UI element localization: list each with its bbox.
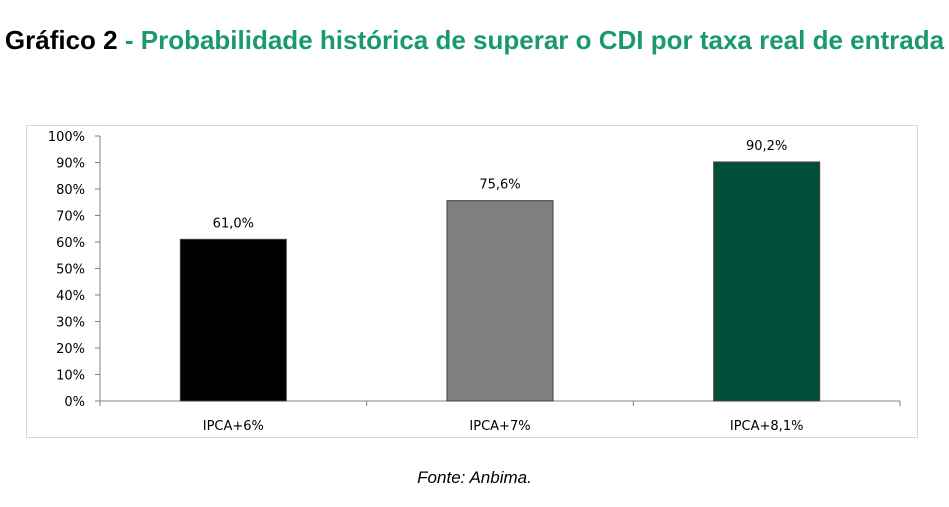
y-tick-label: 0% — [64, 395, 85, 410]
x-tick-label: IPCA+8,1% — [730, 419, 804, 434]
chart-title-prefix: Gráfico 2 — [4, 25, 118, 55]
y-tick-label: 100% — [48, 130, 85, 145]
y-tick-label: 20% — [56, 342, 85, 357]
x-tick-label: IPCA+7% — [469, 419, 530, 434]
y-tick-label: 50% — [56, 263, 85, 278]
y-tick-label: 70% — [56, 210, 85, 225]
y-tick-label: 30% — [56, 316, 85, 331]
data-label: 61,0% — [213, 216, 254, 231]
bar — [446, 200, 554, 402]
source-note: Fonte: Anbima. — [417, 468, 532, 487]
y-tick-label: 60% — [56, 236, 85, 251]
bar — [179, 238, 287, 402]
y-tick-label: 90% — [56, 157, 85, 172]
y-tick-label: 40% — [56, 289, 85, 304]
y-tick-label: 80% — [56, 183, 85, 198]
data-label: 75,6% — [479, 178, 520, 193]
data-label: 90,2% — [746, 139, 787, 154]
bar — [713, 161, 821, 402]
x-tick-label: IPCA+6% — [203, 419, 264, 434]
y-tick-label: 10% — [56, 369, 85, 384]
chart-title-text: - Probabilidade histórica de superar o C… — [117, 25, 945, 55]
chart-title: Gráfico 2 - Probabilidade histórica de s… — [0, 26, 949, 55]
chart-frame — [26, 125, 918, 438]
